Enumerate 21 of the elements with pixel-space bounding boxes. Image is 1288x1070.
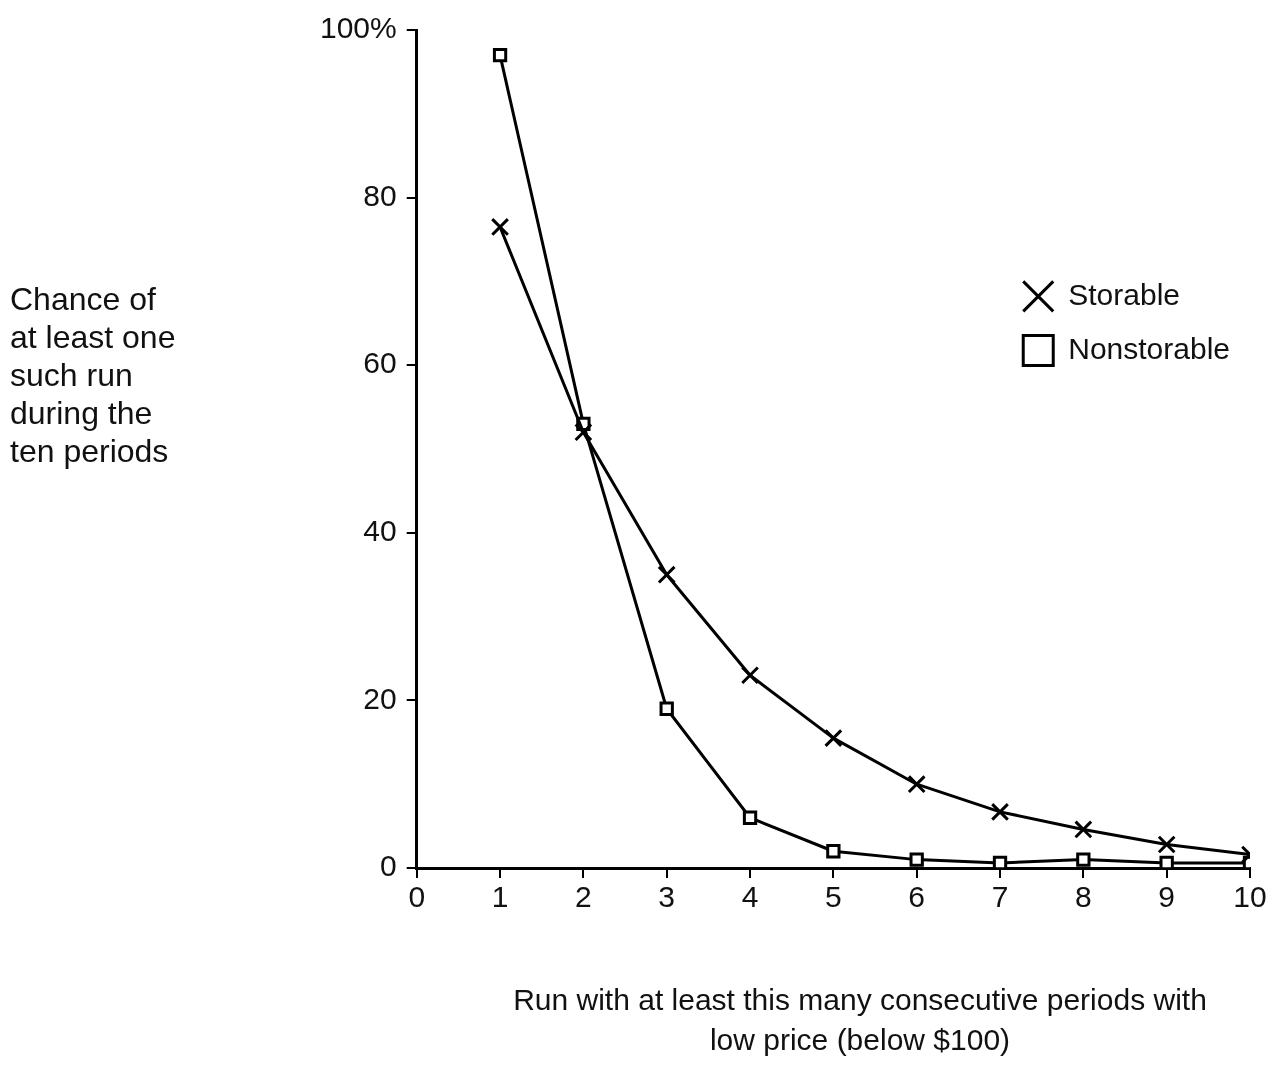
- x-tick-label: 8: [1075, 880, 1092, 914]
- x-tick-label: 1: [491, 880, 509, 914]
- y-tick-label: 60: [363, 346, 397, 380]
- y-tick-label: 40: [363, 514, 397, 548]
- x-tick-label: 3: [658, 880, 676, 914]
- y-tick-label: 80: [363, 178, 397, 212]
- y-tick-label: 0: [380, 849, 397, 883]
- y-tick-label: 100%: [319, 11, 397, 45]
- x-axis-title: Run with at least this many consecutive periods with low price (below $100): [512, 982, 1208, 1058]
- x-tick-label: 5: [825, 880, 842, 914]
- x-tick-label: 2: [575, 880, 592, 914]
- legend-label: Nonstorable: [1068, 331, 1230, 365]
- y-tick-label: 20: [363, 681, 397, 715]
- x-tick-label: 4: [741, 880, 759, 914]
- x-tick-label: 7: [991, 880, 1009, 914]
- y-axis-title: Chance of at least one such run during the ten periods: [10, 280, 177, 470]
- x-tick-label: 10: [1233, 880, 1267, 914]
- legend-label: Storable: [1068, 277, 1180, 311]
- x-tick-label: 9: [1158, 880, 1176, 914]
- x-tick-label: 0: [408, 880, 426, 914]
- x-tick-label: 6: [908, 880, 926, 914]
